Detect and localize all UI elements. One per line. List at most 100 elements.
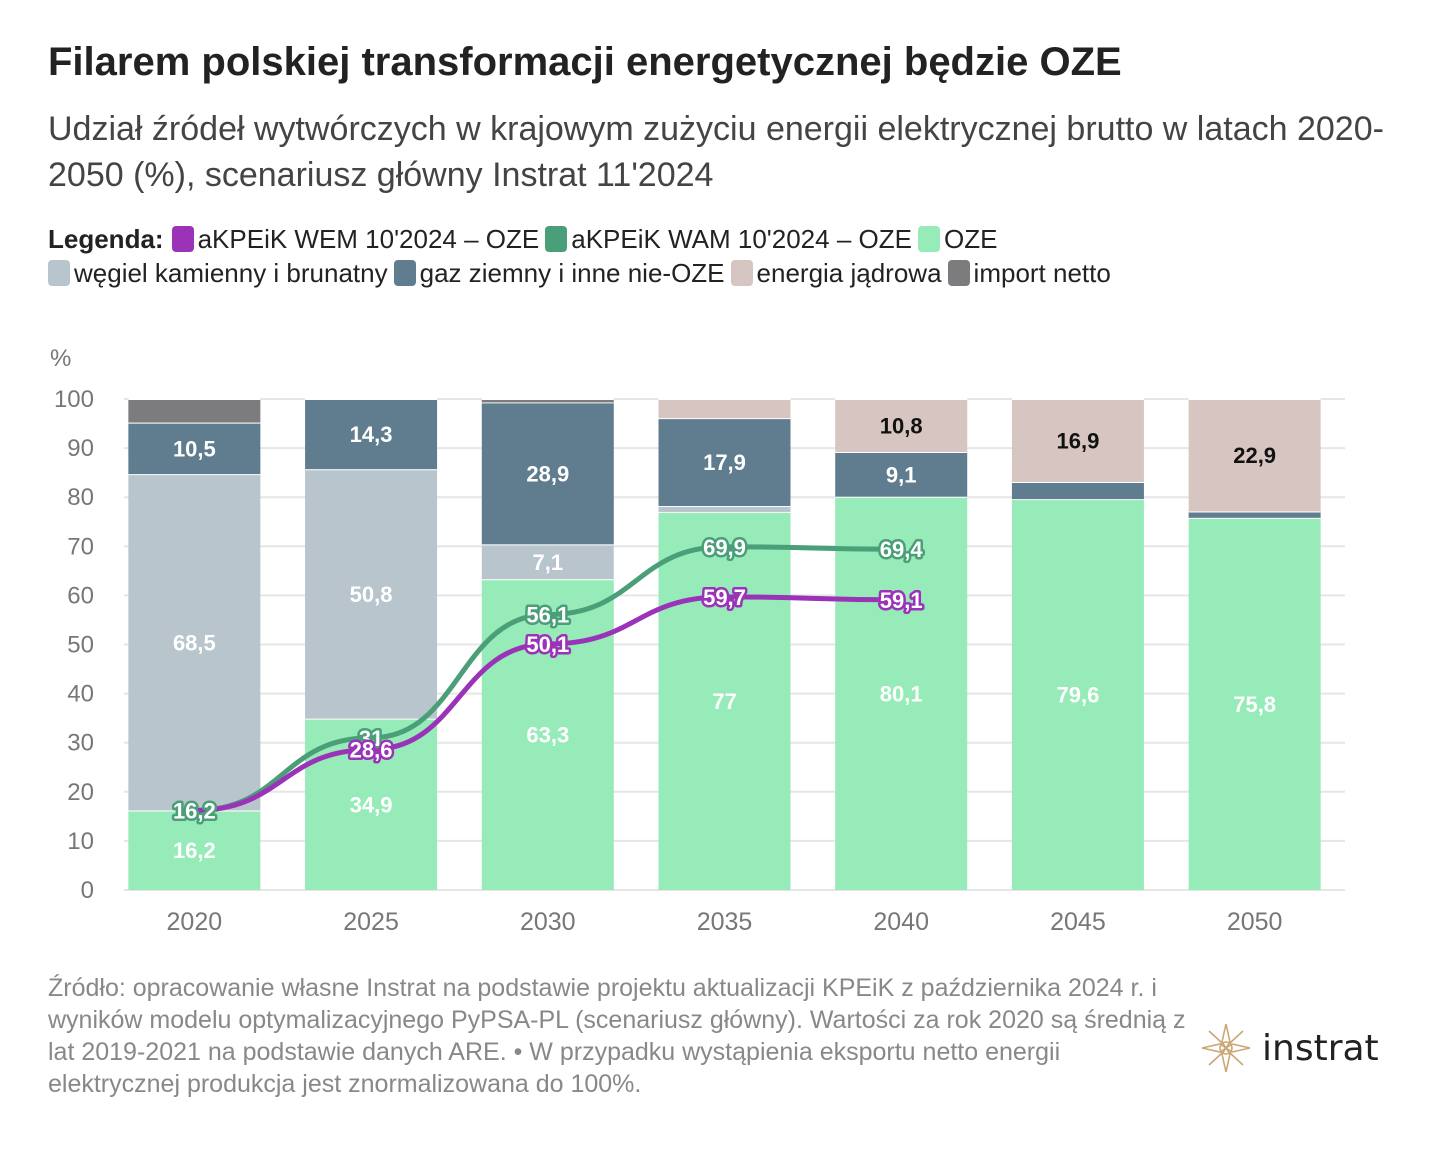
- legend-swatch: [917, 226, 940, 252]
- bar-value-label: 10,5: [173, 436, 216, 461]
- bar-segment: [658, 399, 791, 419]
- legend-swatch: [730, 260, 753, 286]
- legend-item-import: import netto: [947, 256, 1111, 290]
- line-value-label: 16,2: [173, 798, 216, 823]
- bar-value-label: 17,9: [703, 450, 746, 475]
- bar-segment: [835, 496, 968, 890]
- legend-label: aKPEiK WAM 10'2024 – OZE: [571, 224, 912, 254]
- legend-item-coal: węgiel kamienny i brunatny: [48, 256, 388, 290]
- y-tick-label: 10: [67, 828, 94, 855]
- bar-segment: [1011, 481, 1144, 500]
- bar-value-label: 80,1: [880, 681, 923, 706]
- legend-label: gaz ziemny i inne nie-OZE: [419, 258, 725, 288]
- bar-segment: [128, 422, 261, 475]
- x-tick-label: 2045: [1050, 908, 1106, 936]
- x-tick-label: 2030: [520, 908, 576, 936]
- legend-label: import netto: [973, 258, 1111, 288]
- bar-segment: [481, 402, 614, 545]
- bar-segment: [481, 579, 614, 890]
- line-series: [191, 544, 904, 813]
- bar-value-label: 22,9: [1233, 443, 1276, 468]
- line-value-label: 50,1: [526, 632, 569, 657]
- y-tick-label: 100: [54, 386, 94, 413]
- bar-segment: [835, 399, 968, 453]
- bar-segment: [481, 544, 614, 580]
- legend-title: Legenda:: [48, 224, 164, 254]
- bar-segment: [658, 511, 791, 890]
- bar-value-label: 63,3: [526, 723, 569, 748]
- bar-segment: [128, 474, 261, 811]
- bar-value-label: 34,9: [350, 792, 393, 817]
- chart-title: Filarem polskiej transformacji energetyc…: [48, 40, 1122, 84]
- bar-segment: [1011, 499, 1144, 890]
- legend-label: aKPEiK WEM 10'2024 – OZE: [197, 224, 540, 254]
- legend-row-2: węgiel kamienny i brunatny gaz ziemny i …: [48, 256, 1388, 290]
- bar-segment: [1188, 517, 1321, 890]
- bar-segment: [128, 399, 261, 423]
- x-tick-label: 2050: [1227, 908, 1283, 936]
- line-value-label: 28,6: [350, 738, 393, 763]
- bar-value-label: 9,1: [886, 462, 917, 487]
- y-tick-label: 0: [81, 877, 94, 904]
- legend-swatch: [48, 260, 70, 286]
- bar-value-label: 77: [712, 689, 736, 714]
- y-tick-label: 30: [67, 730, 94, 757]
- bar-segment: [481, 399, 614, 403]
- line-series: [191, 594, 904, 813]
- line-value-label: 56,1: [526, 603, 569, 628]
- x-tick-label: 2020: [167, 908, 223, 936]
- y-tick-label: 90: [67, 435, 94, 462]
- bar-value-label: 10,8: [880, 414, 923, 439]
- legend-item-wam: aKPEiK WAM 10'2024 – OZE: [545, 222, 912, 256]
- legend-label: węgiel kamienny i brunatny: [74, 258, 388, 288]
- legend-row-1: Legenda: aKPEiK WEM 10'2024 – OZE aKPEiK…: [48, 222, 1388, 256]
- bar-value-label: 75,8: [1233, 692, 1276, 717]
- y-tick-label: 60: [67, 582, 94, 609]
- legend-swatch: [947, 260, 970, 286]
- bar-value-label: 50,8: [350, 582, 393, 607]
- bar-segment: [1011, 399, 1144, 482]
- line-value-label: 69,9: [703, 535, 746, 560]
- y-tick-label: 70: [67, 533, 94, 560]
- legend-swatch: [393, 260, 416, 286]
- bar-segment: [835, 452, 968, 497]
- legend-label: energia jądrowa: [756, 258, 942, 288]
- bar-segment: [1188, 511, 1321, 518]
- y-tick-label: 80: [67, 484, 94, 511]
- y-tick-label: 40: [67, 681, 94, 708]
- bar-segment: [1188, 399, 1321, 512]
- bar-value-label: 14,3: [350, 422, 393, 447]
- legend-item-nuclear: energia jądrowa: [730, 256, 942, 290]
- legend-item-gas: gaz ziemny i inne nie-OZE: [393, 256, 725, 290]
- line-value-label: 31: [359, 726, 383, 751]
- x-tick-label: 2025: [343, 908, 399, 936]
- bar-segment: [305, 399, 438, 470]
- legend-item-wem: aKPEiK WEM 10'2024 – OZE: [171, 222, 540, 256]
- y-axis-label: %: [50, 345, 71, 372]
- legend-swatch: [545, 226, 568, 252]
- x-tick-label: 2040: [873, 908, 929, 936]
- legend-label: OZE: [943, 224, 998, 254]
- instrat-logo-icon: [1201, 1023, 1251, 1073]
- legend: Legenda: aKPEiK WEM 10'2024 – OZE aKPEiK…: [48, 222, 1388, 290]
- bar-value-label: 7,1: [532, 550, 563, 575]
- legend-item-oze: OZE: [917, 222, 998, 256]
- x-tick-label: 2035: [697, 908, 753, 936]
- chart-subtitle: Udział źródeł wytwórczych w krajowym zuż…: [48, 110, 1384, 194]
- bar-segment: [305, 469, 438, 719]
- line-value-label: 59,7: [703, 585, 746, 610]
- source-note: Źródło: opracowanie własne Instrat na po…: [48, 974, 1186, 1098]
- bar-segment: [658, 506, 791, 512]
- line-value-label: 69,4: [880, 537, 924, 562]
- bar-value-label: 28,9: [526, 461, 569, 486]
- y-tick-label: 50: [67, 632, 94, 659]
- y-tick-label: 20: [67, 779, 94, 806]
- bar-segment: [128, 810, 261, 890]
- bar-value-label: 68,5: [173, 630, 216, 655]
- bar-value-label: 16,2: [173, 838, 216, 863]
- bar-value-label: 79,6: [1057, 683, 1100, 708]
- logo-text: instrat: [1262, 1027, 1379, 1069]
- legend-swatch: [171, 226, 194, 252]
- bar-segment: [658, 418, 791, 507]
